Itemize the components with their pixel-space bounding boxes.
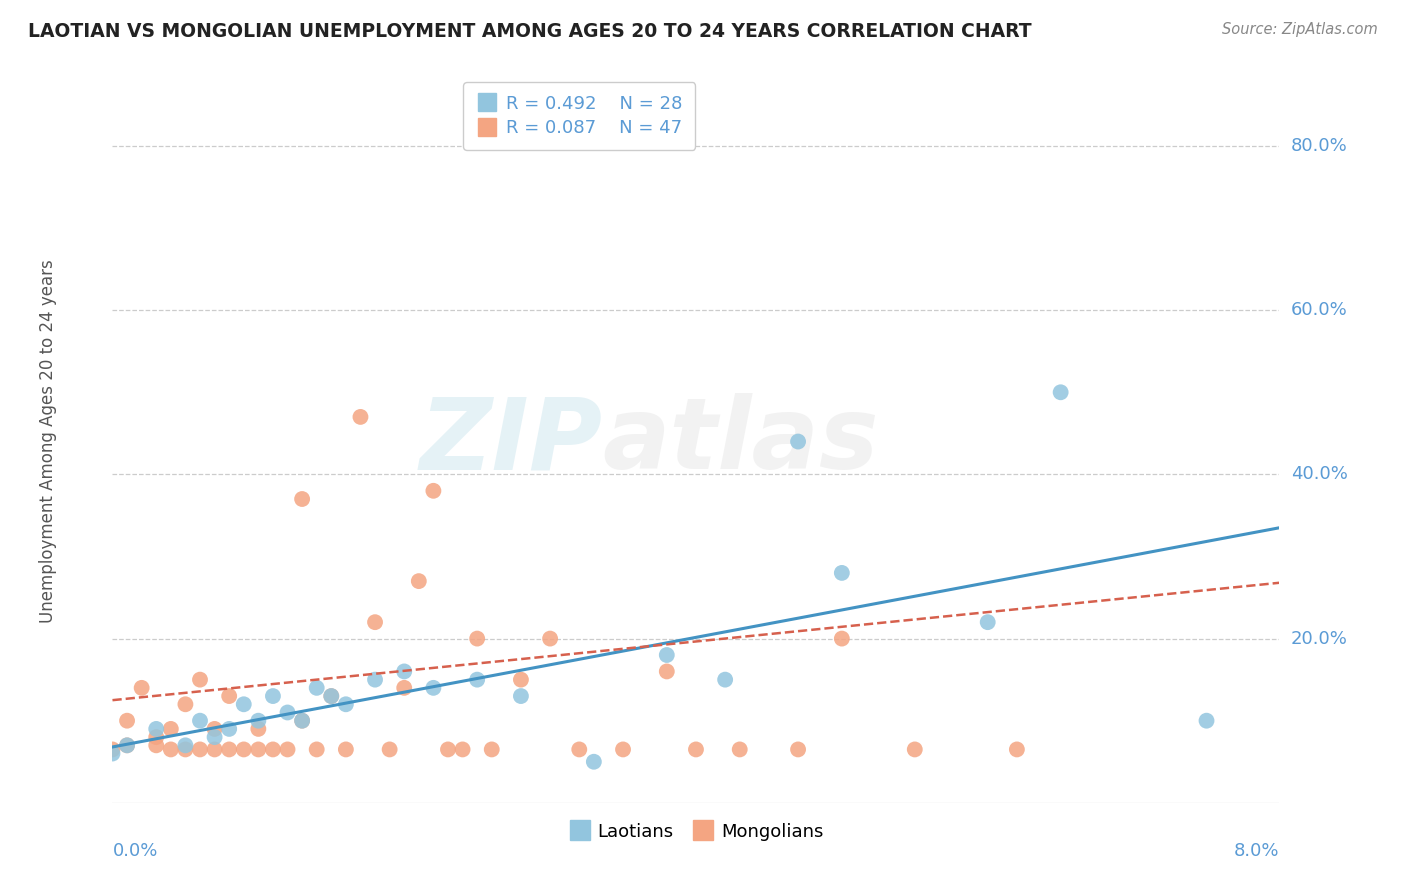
Point bbox=[1005, 742, 1028, 756]
Point bbox=[115, 739, 138, 753]
Point bbox=[218, 722, 240, 736]
Point bbox=[232, 698, 254, 712]
Point bbox=[115, 739, 138, 753]
Point bbox=[305, 742, 328, 756]
Point bbox=[247, 722, 270, 736]
Point bbox=[831, 632, 853, 646]
Point bbox=[787, 434, 810, 449]
Point bbox=[335, 742, 357, 756]
Point bbox=[262, 742, 284, 756]
Point bbox=[204, 730, 226, 744]
Point bbox=[655, 665, 678, 679]
Point bbox=[437, 742, 460, 756]
Point bbox=[291, 714, 314, 728]
Point bbox=[728, 742, 751, 756]
Point bbox=[174, 739, 197, 753]
Text: atlas: atlas bbox=[603, 393, 879, 490]
Point bbox=[787, 742, 810, 756]
Text: 8.0%: 8.0% bbox=[1234, 842, 1279, 860]
Point bbox=[247, 714, 270, 728]
Point bbox=[131, 681, 153, 695]
Point bbox=[204, 722, 226, 736]
Point bbox=[612, 742, 634, 756]
Point bbox=[321, 689, 343, 703]
Point bbox=[204, 742, 226, 756]
Point bbox=[481, 742, 503, 756]
Point bbox=[276, 742, 298, 756]
Point bbox=[831, 566, 853, 580]
Point bbox=[1195, 714, 1218, 728]
Point bbox=[714, 673, 737, 687]
Text: 60.0%: 60.0% bbox=[1291, 301, 1347, 319]
Point bbox=[291, 714, 314, 728]
Point bbox=[538, 632, 561, 646]
Point bbox=[247, 742, 270, 756]
Point bbox=[115, 714, 138, 728]
Text: 80.0%: 80.0% bbox=[1291, 137, 1347, 155]
Point bbox=[465, 632, 488, 646]
Point bbox=[976, 615, 998, 630]
Point bbox=[335, 698, 357, 712]
Point bbox=[685, 742, 707, 756]
Point bbox=[291, 491, 314, 506]
Text: LAOTIAN VS MONGOLIAN UNEMPLOYMENT AMONG AGES 20 TO 24 YEARS CORRELATION CHART: LAOTIAN VS MONGOLIAN UNEMPLOYMENT AMONG … bbox=[28, 22, 1032, 41]
Point bbox=[364, 673, 387, 687]
Text: ZIP: ZIP bbox=[419, 393, 603, 490]
Point bbox=[188, 742, 211, 756]
Point bbox=[232, 742, 254, 756]
Point bbox=[509, 689, 531, 703]
Point bbox=[378, 742, 401, 756]
Text: Source: ZipAtlas.com: Source: ZipAtlas.com bbox=[1222, 22, 1378, 37]
Point bbox=[349, 409, 371, 424]
Text: Unemployment Among Ages 20 to 24 years: Unemployment Among Ages 20 to 24 years bbox=[39, 260, 58, 624]
Point bbox=[101, 747, 124, 761]
Text: 20.0%: 20.0% bbox=[1291, 630, 1347, 648]
Point bbox=[451, 742, 474, 756]
Point bbox=[305, 681, 328, 695]
Point bbox=[145, 739, 167, 753]
Point bbox=[904, 742, 927, 756]
Point bbox=[145, 722, 167, 736]
Point bbox=[568, 742, 591, 756]
Text: 40.0%: 40.0% bbox=[1291, 466, 1347, 483]
Text: 0.0%: 0.0% bbox=[112, 842, 157, 860]
Point bbox=[218, 689, 240, 703]
Point bbox=[160, 722, 183, 736]
Point bbox=[218, 742, 240, 756]
Point bbox=[364, 615, 387, 630]
Point bbox=[394, 665, 416, 679]
Point bbox=[321, 689, 343, 703]
Point bbox=[422, 681, 444, 695]
Legend: Laotians, Mongolians: Laotians, Mongolians bbox=[561, 815, 831, 848]
Point bbox=[394, 681, 416, 695]
Point bbox=[174, 742, 197, 756]
Point bbox=[188, 714, 211, 728]
Point bbox=[408, 574, 430, 588]
Point bbox=[188, 673, 211, 687]
Point bbox=[422, 483, 444, 498]
Point bbox=[174, 698, 197, 712]
Point bbox=[276, 706, 298, 720]
Point bbox=[160, 742, 183, 756]
Point bbox=[1049, 385, 1071, 400]
Point bbox=[655, 648, 678, 662]
Point bbox=[582, 755, 605, 769]
Point bbox=[262, 689, 284, 703]
Point bbox=[101, 742, 124, 756]
Point bbox=[145, 730, 167, 744]
Point bbox=[509, 673, 531, 687]
Point bbox=[465, 673, 488, 687]
